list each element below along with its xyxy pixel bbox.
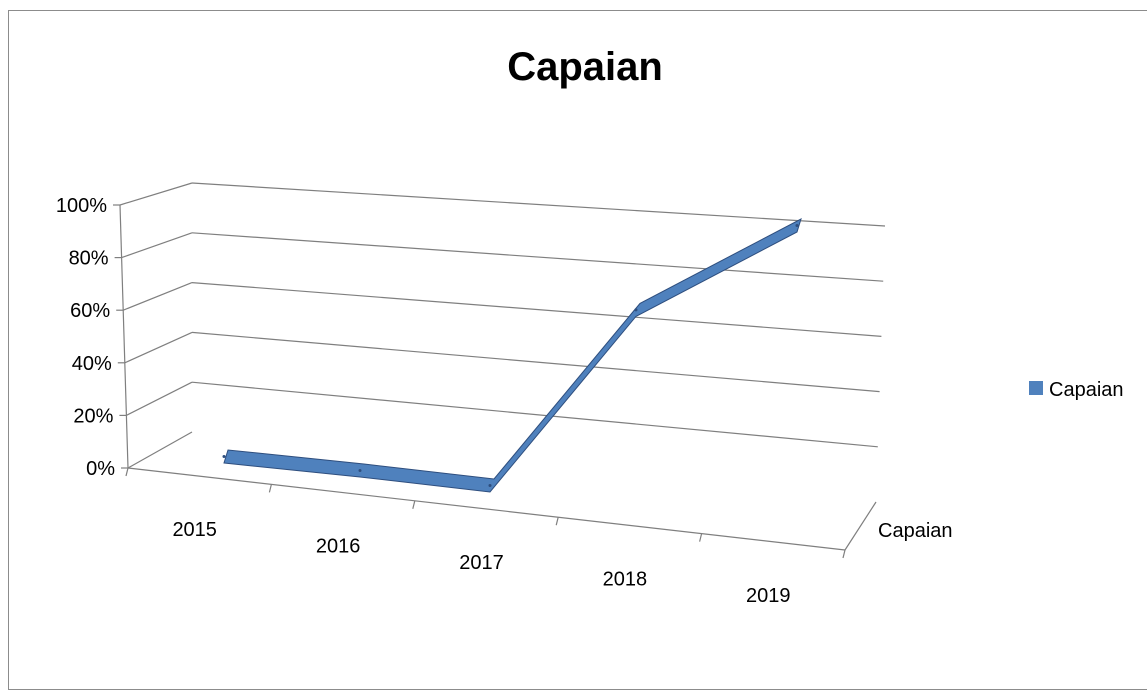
legend-label-capaian: Capaian bbox=[1049, 379, 1124, 401]
legend[interactable]: Capaian bbox=[1029, 379, 1124, 401]
x-axis-line bbox=[127, 467, 846, 551]
x-axis-ticks: 2015 2016 2017 2018 2019 bbox=[172, 519, 790, 607]
y-tick-label: 20% bbox=[73, 405, 113, 427]
x-tick-mark bbox=[125, 467, 129, 477]
axes bbox=[113, 204, 877, 559]
gridline-back bbox=[191, 282, 882, 337]
gridline-back bbox=[191, 232, 884, 282]
data-point-2017 bbox=[488, 484, 492, 487]
data-point-2018 bbox=[634, 308, 638, 312]
gridline-side bbox=[124, 331, 193, 364]
legend-swatch-capaian bbox=[1029, 381, 1043, 395]
x-tick-mark bbox=[268, 484, 272, 493]
x-tick-mark bbox=[555, 517, 559, 526]
y-axis-ticks: 0% 20% 40% 60% 80% 100% bbox=[56, 195, 115, 480]
depth-axis-label: Capaian bbox=[878, 520, 953, 542]
gridline-side bbox=[126, 381, 193, 416]
chart-frame bbox=[8, 10, 1147, 690]
series-capaian bbox=[222, 217, 802, 493]
y-axis-line bbox=[119, 204, 129, 469]
y-tick-label: 100% bbox=[56, 195, 107, 217]
x-tick-label: 2019 bbox=[746, 585, 791, 607]
gridline-side bbox=[122, 282, 193, 311]
x-tick-mark bbox=[412, 500, 416, 509]
gridlines bbox=[119, 182, 886, 469]
data-point-2019 bbox=[795, 224, 799, 227]
gridline-side bbox=[127, 431, 193, 469]
series-ribbon-capaian bbox=[223, 217, 802, 493]
y-tick-label: 40% bbox=[72, 353, 112, 375]
chart-title: Capaian bbox=[507, 45, 663, 89]
x-tick-label: 2017 bbox=[459, 552, 504, 574]
data-point-2015 bbox=[222, 455, 226, 458]
gridline-back bbox=[191, 381, 878, 448]
gridline-back bbox=[191, 182, 886, 227]
x-tick-mark bbox=[842, 549, 846, 559]
x-tick-label: 2015 bbox=[172, 519, 217, 541]
y-tick-label: 0% bbox=[86, 458, 115, 480]
depth-axis-line bbox=[844, 501, 877, 551]
y-tick-label: 80% bbox=[69, 248, 109, 270]
gridline-side bbox=[119, 182, 193, 206]
gridline-side bbox=[121, 232, 193, 259]
gridline-back bbox=[191, 331, 880, 393]
data-point-2016 bbox=[358, 469, 362, 472]
x-tick-label: 2016 bbox=[316, 536, 361, 558]
x-tick-mark bbox=[699, 533, 703, 542]
x-tick-label: 2018 bbox=[603, 568, 648, 590]
y-tick-label: 60% bbox=[70, 300, 110, 322]
